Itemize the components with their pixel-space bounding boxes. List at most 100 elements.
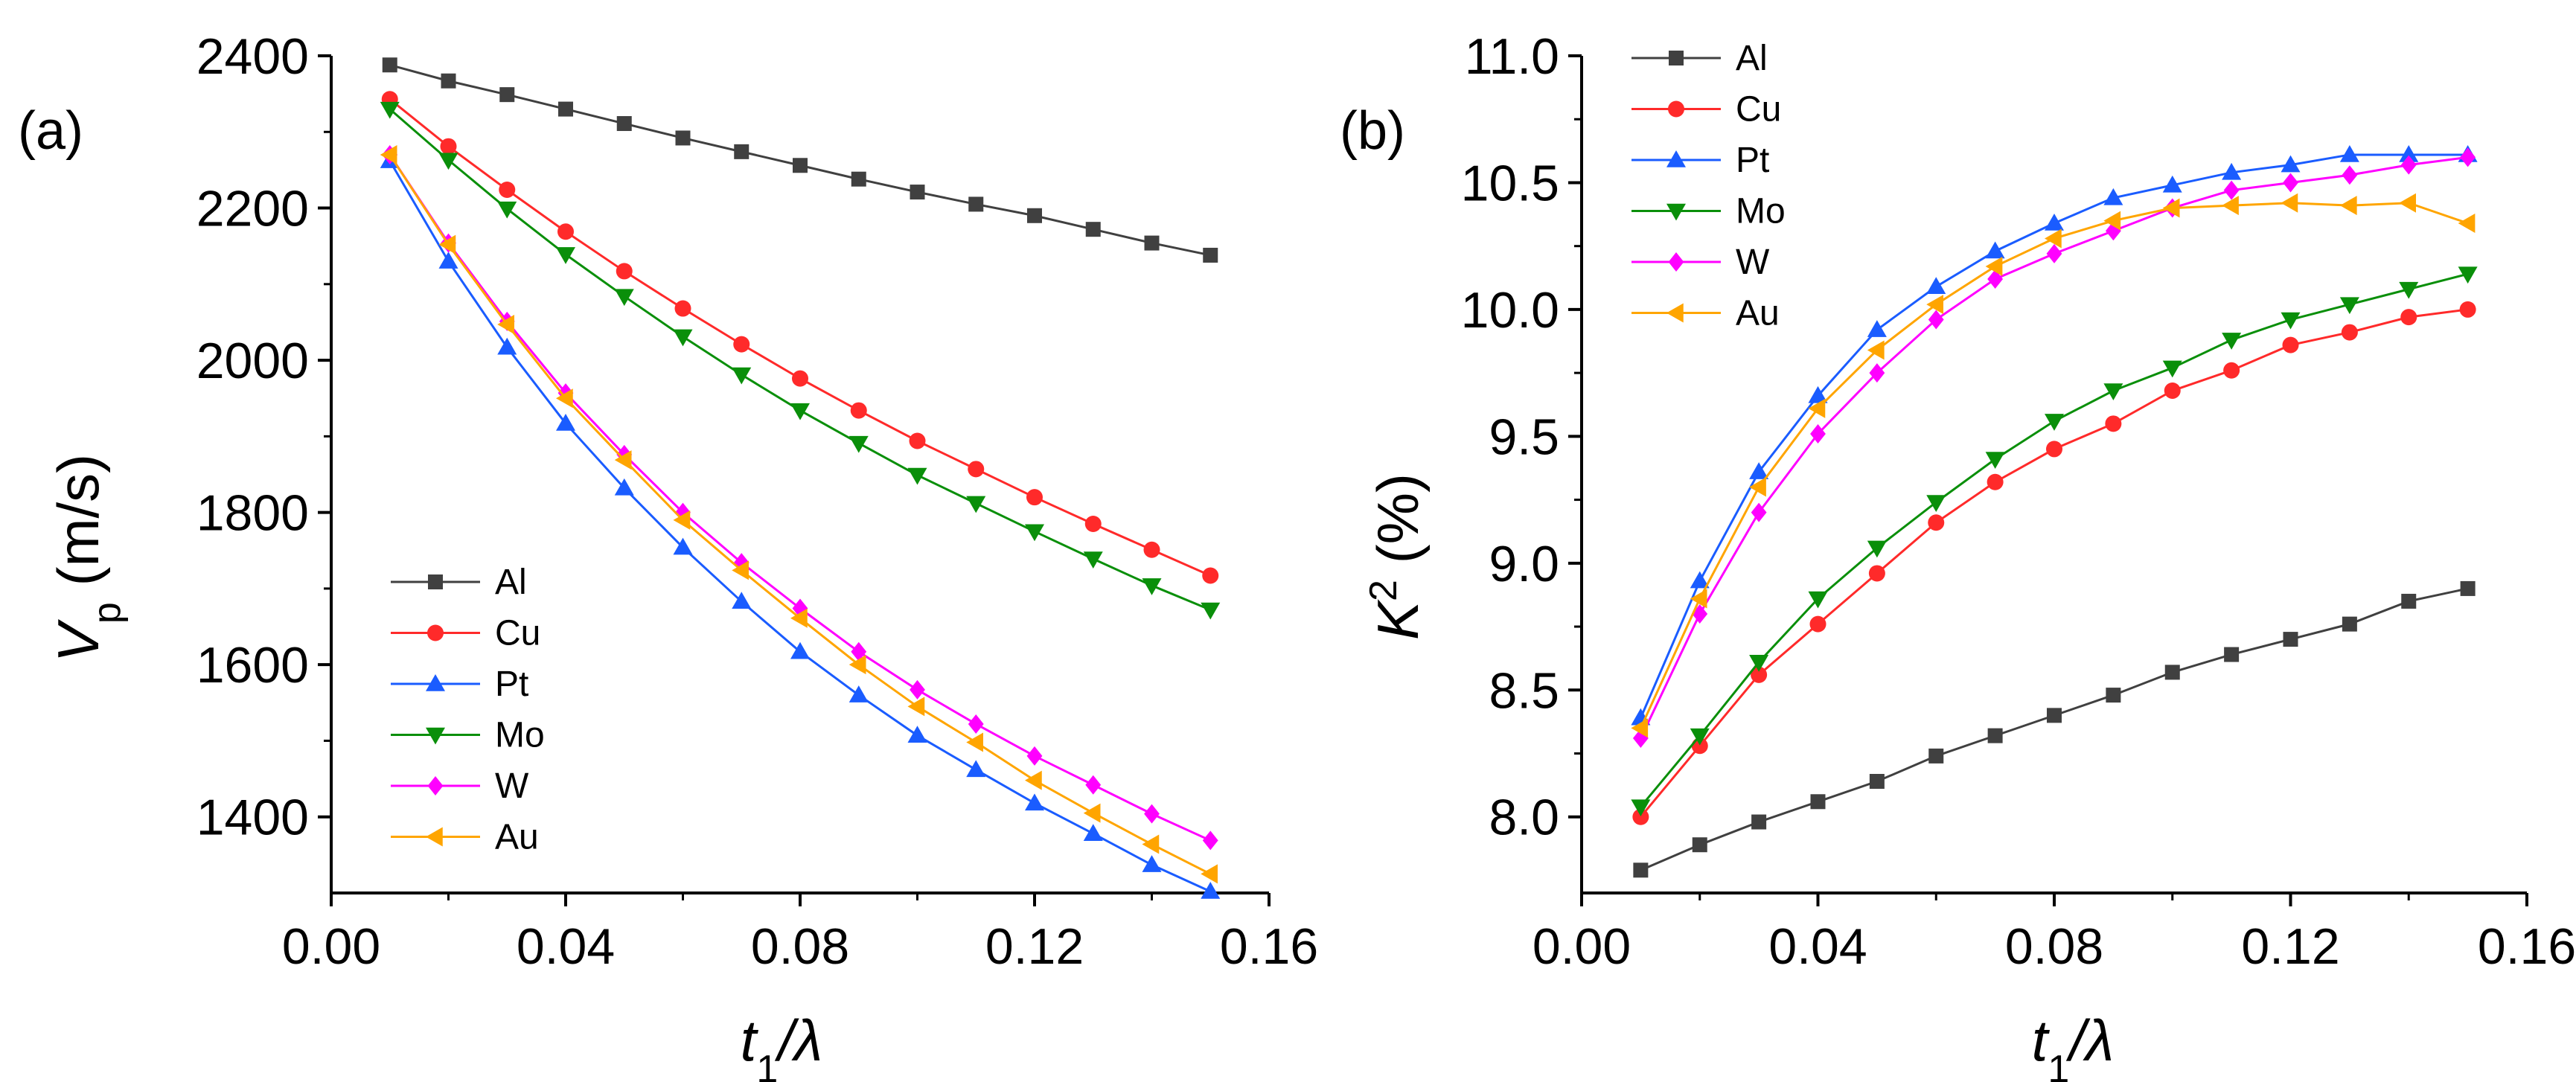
panel-a-series-al-point	[910, 185, 925, 200]
panel-b-series-au-point	[1985, 256, 2003, 276]
panel-a-series-pt-point	[1025, 793, 1044, 811]
panel-b-series-al-point	[2106, 688, 2121, 703]
panel-b-series-al-point	[2164, 665, 2180, 680]
panel-a-series-al-point	[675, 130, 691, 146]
panel-a-series-cu-point	[909, 432, 926, 449]
panel-a-x-title-rest: /λ	[774, 1008, 822, 1073]
panel-b-y-tick-label: 11.0	[1465, 28, 1559, 85]
panel-a-series-au-point	[966, 732, 983, 752]
panel-a-series-au-point	[497, 315, 514, 335]
panel-a-series-al-point	[1027, 208, 1042, 223]
panel-b-series-pt-point	[2162, 175, 2182, 193]
panel-a-series-mo-point	[1083, 551, 1103, 569]
panel-b-y-tick-label: 8.5	[1489, 662, 1559, 719]
panel-b-series-al-point	[2047, 708, 2062, 723]
panel-a-series-al-point	[1085, 222, 1101, 237]
panel-b-legend-al-marker	[1669, 51, 1684, 65]
panel-b-series-cu-point	[2223, 362, 2240, 379]
panel-a-series-au-point	[380, 144, 397, 164]
panel-b-series-al-point	[1751, 814, 1767, 830]
panel-a-x-tick-label: 0.08	[751, 918, 849, 975]
panel-b-series-cu-point	[2459, 301, 2476, 318]
panel-a-x-tick-label: 0.00	[282, 918, 380, 975]
panel-a-x-tick-label: 0.16	[1220, 918, 1318, 975]
panel-b-series-au-point	[1926, 295, 1943, 315]
panel-a-series-w-point	[968, 714, 984, 734]
panel-a-y-title-rest: (m/s)	[45, 454, 111, 602]
panel-a-series-au-point	[673, 510, 691, 530]
panel-b-series-mo-point	[2339, 297, 2359, 315]
panel-b-series-mo-point	[1690, 728, 1710, 746]
panel-b-series-cu-point	[2282, 336, 2299, 353]
panel-b-series-al-point	[2342, 616, 2357, 632]
panel-b-series-mo-point	[2162, 360, 2182, 378]
panel-a-series-mo-point	[790, 403, 810, 420]
panel-a-series-cu-point	[557, 223, 574, 240]
panel-b-series-cu-point	[2400, 309, 2417, 326]
panel-b-series-mo-point	[2222, 333, 2242, 350]
panel-b-x-tick-label: 0.00	[1533, 918, 1631, 975]
panel-a: (a) Vp (m/s) t1/λ 0.00 0.04 0.08 0.12 0.16 14…	[18, 28, 1318, 1082]
panel-a-series-cu-point	[674, 300, 691, 317]
panel-b-series-cu-point	[1868, 565, 1885, 582]
panel-b-x-title-rest: /λ	[2065, 1008, 2114, 1073]
panel-a-series-w-point	[1144, 804, 1160, 824]
panel-a-series-mo-point	[732, 367, 752, 385]
panel-b-series-w-point	[2460, 147, 2476, 167]
panel-b-series-au-point	[1690, 589, 1707, 609]
panel-b-y-tick-label: 10.0	[1461, 282, 1559, 339]
panel-a-x-title-main: t	[741, 1008, 759, 1073]
panel-a-series-mo-point	[907, 467, 927, 485]
panel-b-series-mo-point	[1926, 495, 1946, 512]
panel-b-x-tick-label: 0.12	[2241, 918, 2339, 975]
panel-b-series-au-point	[1867, 340, 1885, 360]
panel-a-series-al-point	[616, 116, 632, 132]
panel-b-legend-pt-marker	[1666, 150, 1686, 167]
panel-a-series-cu-point	[968, 461, 985, 478]
panel-b-y-tick-label: 9.0	[1489, 536, 1559, 592]
panel-b-series-cu-point	[2164, 382, 2181, 399]
panel-b-y-tick-label: 9.5	[1489, 409, 1559, 465]
panel-b-series-w-point	[2342, 165, 2358, 185]
panel-a-series-au-point	[848, 655, 866, 675]
panel-a-y-tick-label: 1400	[196, 790, 309, 846]
panel-a-y-tick-label: 1600	[196, 637, 309, 694]
panel-a-series-w-point	[1026, 746, 1043, 766]
panel-b-y-tick-label: 10.5	[1461, 155, 1559, 211]
panel-b-series-al-point	[1692, 837, 1707, 853]
panel-a-x-title-sub: 1	[756, 1048, 778, 1082]
panel-b-series-w-point	[1928, 310, 1944, 330]
panel-b-series-w-point	[2400, 155, 2417, 175]
panel-a-series-au-point	[614, 450, 632, 470]
panel-b-series-cu-point	[1809, 615, 1826, 633]
panel-a-series-pt-point	[790, 641, 810, 659]
panel-b-legend-cu-label: Cu	[1736, 90, 1781, 129]
panel-a-series-au-point	[732, 560, 749, 580]
panel-b-series-pt-point	[2281, 155, 2301, 173]
panel-b-series-al-point	[1987, 728, 2003, 743]
panel-b-series-al-point	[2283, 632, 2298, 647]
panel-a-y-title-main: V	[45, 618, 111, 662]
panel-a-legend-w-label: W	[495, 766, 529, 806]
panel-a-series-al-point	[793, 158, 808, 173]
panel-a-series-mo-point	[614, 289, 634, 307]
panel-a-series-cu-point	[1084, 515, 1102, 532]
panel-a-legend-au-marker	[426, 827, 443, 847]
panel-a-series-pt-point	[673, 537, 693, 555]
panel-a-legend-pt-marker	[426, 674, 445, 691]
panel-a-series-au-point	[1142, 834, 1160, 854]
panel-b-x-title-sub: 1	[2048, 1048, 2069, 1082]
panel-a-series-al-point	[558, 101, 573, 117]
panel-a-y-tick-label: 2200	[196, 181, 309, 237]
panel-b-y-axis-title: K2 (%)	[1362, 473, 1431, 640]
panel-b-series-mo-point	[2399, 281, 2419, 299]
panel-a-series-mo-point	[1201, 602, 1221, 620]
panel-b-x-title-main: t	[2032, 1008, 2051, 1073]
panel-b-series-pt-point	[1926, 277, 1946, 294]
panel-a-series-al-point	[1144, 235, 1160, 251]
panel-a-y-tick-label: 2000	[196, 333, 309, 389]
panel-a-legend-al-marker	[428, 574, 443, 589]
panel-b-series-mo-point	[1985, 452, 2005, 470]
panel-a-series-cu-point	[616, 263, 633, 280]
panel-b-series-mo-line	[1640, 272, 2468, 808]
